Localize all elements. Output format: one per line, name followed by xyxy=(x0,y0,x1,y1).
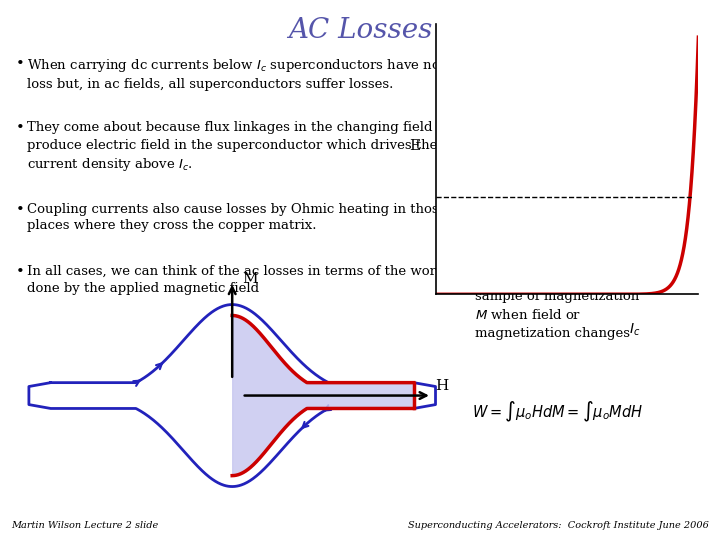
Text: When carrying dc currents below $I_c$ superconductors have no
loss but, in ac fi: When carrying dc currents below $I_c$ su… xyxy=(27,57,441,91)
Text: Superconducting Accelerators:  Cockroft Institute June 2006: Superconducting Accelerators: Cockroft I… xyxy=(408,521,709,530)
Text: They come about because flux linkages in the changing field
produce electric fie: They come about because flux linkages in… xyxy=(27,122,438,173)
Text: AC Losses: AC Losses xyxy=(288,17,432,44)
Text: Martin Wilson Lecture 2 slide: Martin Wilson Lecture 2 slide xyxy=(11,521,158,530)
Text: M: M xyxy=(242,272,258,286)
Text: •: • xyxy=(16,57,24,71)
Text: H: H xyxy=(436,379,449,393)
Text: E: E xyxy=(409,139,420,153)
Text: $W = \int \mu_o HdM = \int \mu_o MdH$: $W = \int \mu_o HdM = \int \mu_o MdH$ xyxy=(472,400,643,424)
Text: $I_c$: $I_c$ xyxy=(629,321,640,338)
Text: •: • xyxy=(16,122,24,136)
Text: • The work done by
magnetic field on a
sample of magnetization
$M$ when field or: • The work done by magnetic field on a s… xyxy=(475,254,639,340)
Text: In all cases, we can think of the ac losses in terms of the work
done by the app: In all cases, we can think of the ac los… xyxy=(27,265,444,295)
Text: •: • xyxy=(16,265,24,279)
Text: Coupling currents also cause losses by Ohmic heating in those
places where they : Coupling currents also cause losses by O… xyxy=(27,202,446,233)
Text: •: • xyxy=(16,202,24,217)
